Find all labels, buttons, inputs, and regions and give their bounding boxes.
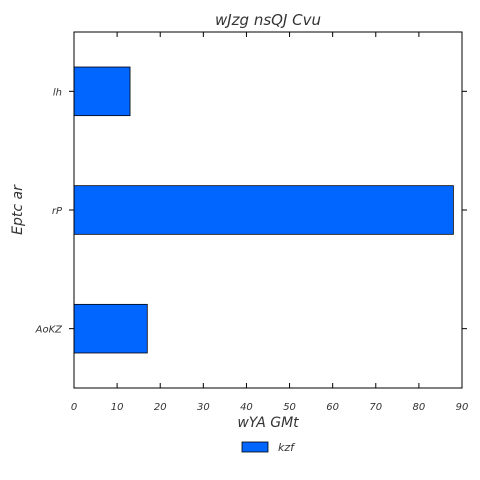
x-tick-label: 70 [369, 402, 382, 413]
x-tick-label: 30 [197, 402, 210, 413]
legend-label: kzf [278, 441, 296, 454]
chart-title: wJzg nsQJ Cvu [215, 11, 321, 29]
legend-swatch [241, 441, 269, 453]
y-axis-label: Eptc ar [10, 184, 26, 235]
x-tick-label: 0 [71, 402, 77, 413]
x-tick-label: 40 [240, 402, 253, 413]
x-tick-label: 90 [456, 402, 469, 413]
y-tick-label: AoKZ [35, 325, 64, 336]
bar-rP [73, 185, 454, 235]
bars-layer [73, 66, 454, 354]
x-tick-label: 60 [326, 402, 339, 413]
x-tick-label: 10 [111, 402, 124, 413]
x-axis-label: wYA GMt [237, 415, 299, 431]
y-tick-label: rP [52, 206, 63, 217]
plot-frame [73, 31, 463, 389]
x-tick-label: 80 [413, 402, 426, 413]
bar-AoKZ [73, 303, 148, 354]
ticks-layer: lh rP AoKZ 0 10 20 30 40 50 60 70 80 90 [35, 32, 469, 413]
x-tick-label: 50 [283, 402, 296, 413]
x-tick-label: 20 [154, 402, 167, 413]
legend: kzf [241, 441, 296, 454]
bar-lh [73, 66, 131, 117]
y-tick-label: lh [53, 87, 62, 98]
